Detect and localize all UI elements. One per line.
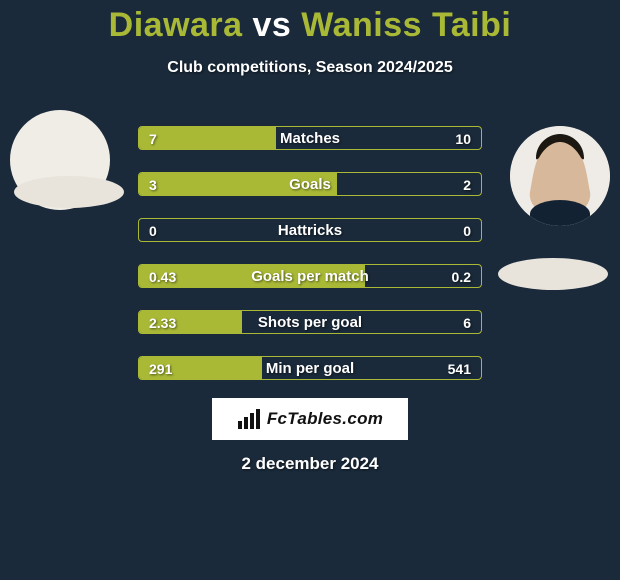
title-vs: vs <box>253 6 292 44</box>
brand-text: FcTables.com <box>267 409 383 429</box>
stat-bars: 7Matches10 3Goals2 0Hattricks0 0.43Goals pe… <box>138 126 482 402</box>
stat-label: Matches <box>139 127 481 151</box>
stat-row: 7Matches10 <box>138 126 482 150</box>
brand-chart-icon <box>237 409 261 429</box>
comparison-infographic: Diawara vs Waniss Taibi Club competition… <box>0 0 620 580</box>
brand-badge: FcTables.com <box>212 398 408 440</box>
stat-row: 2.33Shots per goal6 <box>138 310 482 334</box>
title-player-left: Diawara <box>109 6 243 44</box>
title-player-right: Waniss Taibi <box>301 6 511 44</box>
stat-row: 0.43Goals per match0.2 <box>138 264 482 288</box>
stat-label: Min per goal <box>139 357 481 381</box>
avatar-right-shadow <box>498 258 608 290</box>
stat-label: Goals <box>139 173 481 197</box>
stat-row: 0Hattricks0 <box>138 218 482 242</box>
stat-label: Goals per match <box>139 265 481 289</box>
stat-value-right: 10 <box>455 127 471 151</box>
stat-value-right: 6 <box>463 311 471 335</box>
stat-row: 3Goals2 <box>138 172 482 196</box>
page-title: Diawara vs Waniss Taibi <box>0 0 620 45</box>
avatar-right <box>510 126 610 226</box>
stat-label: Hattricks <box>139 219 481 243</box>
avatar-right-photo-placeholder <box>510 126 610 226</box>
date-label: 2 december 2024 <box>0 454 620 474</box>
stat-value-right: 0 <box>463 219 471 243</box>
stat-row: 291Min per goal541 <box>138 356 482 380</box>
subtitle: Club competitions, Season 2024/2025 <box>0 59 620 77</box>
stat-value-right: 2 <box>463 173 471 197</box>
stat-value-right: 541 <box>448 357 471 381</box>
stat-value-right: 0.2 <box>452 265 471 289</box>
avatar-left-shadow <box>14 176 124 208</box>
stat-label: Shots per goal <box>139 311 481 335</box>
